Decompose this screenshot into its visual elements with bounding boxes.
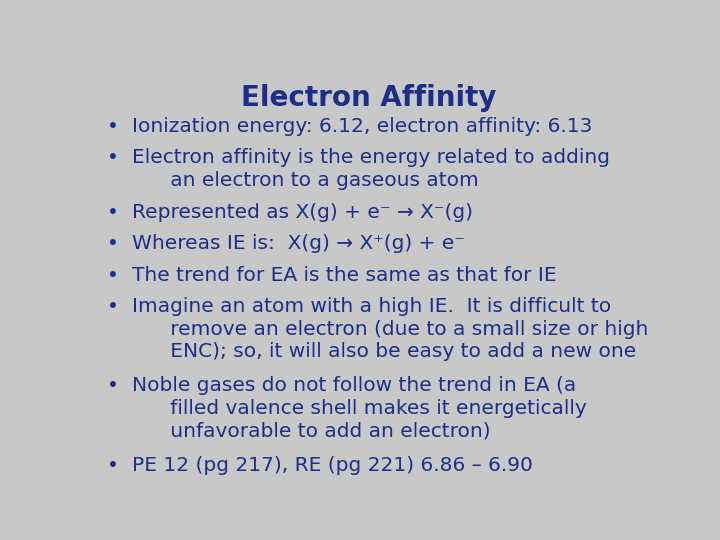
- Text: •: •: [107, 297, 119, 316]
- Text: •: •: [107, 117, 119, 136]
- Text: Represented as X(g) + e⁻ → X⁻(g): Represented as X(g) + e⁻ → X⁻(g): [132, 203, 473, 222]
- Text: PE 12 (pg 217), RE (pg 221) 6.86 – 6.90: PE 12 (pg 217), RE (pg 221) 6.86 – 6.90: [132, 456, 533, 475]
- Text: Noble gases do not follow the trend in EA (a
      filled valence shell makes it: Noble gases do not follow the trend in E…: [132, 376, 587, 441]
- Text: •: •: [107, 148, 119, 167]
- Text: Ionization energy: 6.12, electron affinity: 6.13: Ionization energy: 6.12, electron affini…: [132, 117, 593, 136]
- Text: •: •: [107, 376, 119, 395]
- Text: Electron Affinity: Electron Affinity: [241, 84, 497, 112]
- Text: The trend for EA is the same as that for IE: The trend for EA is the same as that for…: [132, 266, 557, 285]
- Text: Whereas IE is:  X(g) → X⁺(g) + e⁻: Whereas IE is: X(g) → X⁺(g) + e⁻: [132, 234, 465, 253]
- Text: •: •: [107, 266, 119, 285]
- Text: •: •: [107, 456, 119, 475]
- Text: •: •: [107, 203, 119, 222]
- Text: •: •: [107, 234, 119, 253]
- Text: Electron affinity is the energy related to adding
      an electron to a gaseous: Electron affinity is the energy related …: [132, 148, 610, 190]
- Text: Imagine an atom with a high IE.  It is difficult to
      remove an electron (du: Imagine an atom with a high IE. It is di…: [132, 297, 648, 361]
